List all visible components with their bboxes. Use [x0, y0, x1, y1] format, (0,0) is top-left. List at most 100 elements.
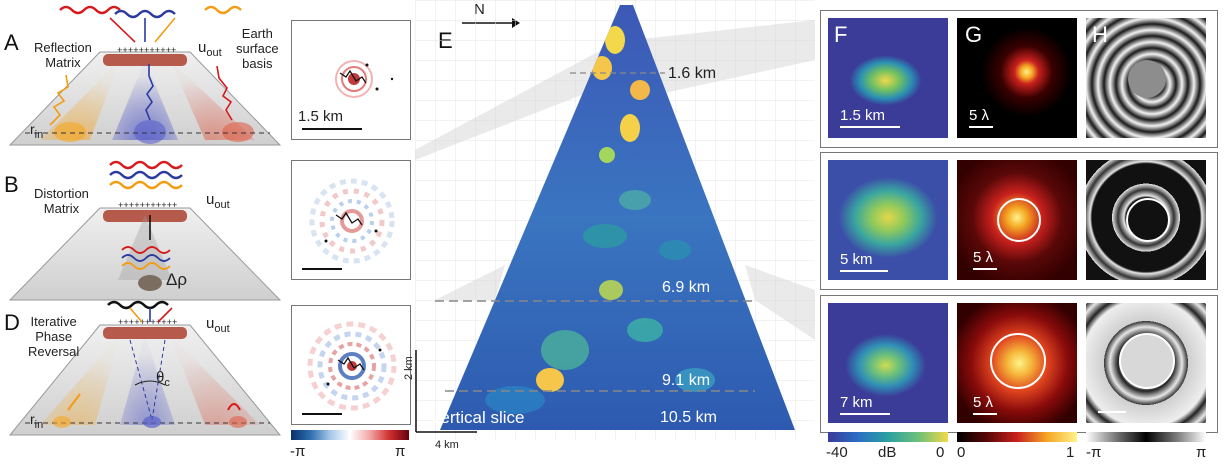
reflection-line1: Reflection: [34, 40, 92, 55]
g-tile-3: 5 λ: [957, 303, 1077, 423]
panel-b-diagram: +++++++++++: [8, 160, 282, 301]
db-cb-min: -40: [826, 444, 848, 461]
f-scalebar-1: [840, 126, 900, 128]
depth-6-9: 6.9 km: [662, 279, 711, 296]
reflection-line2: Matrix: [45, 55, 81, 70]
f-scalebar-2: [840, 270, 888, 272]
uout-b-main: u: [206, 191, 215, 208]
rin-d-sub: in: [34, 418, 44, 431]
svg-text:+++++++++++: +++++++++++: [118, 318, 177, 328]
intensity-colorbar: [957, 432, 1077, 442]
g-scalebar-2: [973, 268, 997, 270]
f-tile-2: 5 km: [828, 160, 948, 280]
rin-label-a: rin: [30, 122, 43, 143]
db-cb-max: 0: [936, 444, 945, 461]
phase-gray-colorbar: [1086, 432, 1206, 442]
g-scalebar-3: [973, 413, 997, 415]
h-scalebar-3: [1098, 411, 1126, 413]
f-tile-1: 1.5 km: [828, 18, 948, 138]
depth-9-1: 9.1 km: [662, 372, 711, 389]
panel-d-diagram: +++++++++++: [8, 300, 282, 436]
h-center-1: [1128, 60, 1166, 98]
panel-b-label: B: [4, 172, 19, 197]
vertical-slice-label: Vertical slice: [430, 408, 525, 427]
panel-d-label: D: [4, 310, 20, 335]
vscale-label: 2 km: [403, 356, 415, 380]
h-tile-2: [1086, 160, 1206, 280]
earth-line2: surface: [236, 41, 279, 56]
phase-gray-cb-max: π: [1196, 444, 1207, 461]
g-scale-1: 5 λ: [969, 107, 990, 124]
panel-h-label: H: [1092, 22, 1108, 47]
db-cb-unit: dB: [878, 444, 897, 461]
distortion-title: Distortion Matrix: [34, 186, 89, 216]
scale-c-text: 1.5 km: [298, 108, 344, 125]
depth-1-6: 1.6 km: [668, 65, 717, 82]
schematic-column: +++++++++++ +++++++++++ +++: [8, 5, 282, 436]
svg-text:+++++++++++: +++++++++++: [117, 46, 176, 56]
uout-label-a: uout: [198, 40, 222, 61]
hscale-label: 4 km: [435, 439, 459, 451]
g-circle-3: [990, 333, 1046, 389]
g-scale-2: 5 λ: [973, 249, 994, 266]
iterative-line3: Reversal: [28, 344, 80, 359]
rin-a-main: r: [30, 121, 35, 137]
iterative-line2: Phase: [35, 329, 73, 344]
intensity-cb-max: 1: [1066, 444, 1075, 461]
distortion-line1: Distortion: [34, 186, 89, 201]
distortion-line2: Matrix: [43, 201, 80, 216]
phase-gray-cb-min: -π: [1086, 444, 1102, 461]
panel-a-diagram: +++++++++++: [8, 5, 282, 146]
depth-10-5: 10.5 km: [660, 409, 717, 426]
h-circle-2: [1126, 198, 1170, 242]
f-scalebar-3: [840, 413, 890, 415]
scalebar-c-mid: [302, 268, 342, 270]
earth-line1: Earth: [241, 26, 273, 41]
g-tile-1: 5 λ: [957, 18, 1077, 138]
scalebar-c: [302, 128, 362, 130]
rin-d-main: r: [30, 411, 35, 427]
phase-cb-min: -π: [290, 443, 306, 460]
focal-map-mid: [309, 178, 395, 264]
panel-c-image-bot: [291, 305, 411, 425]
rin-label-d: rin: [30, 412, 43, 433]
phase-colorbar: [291, 430, 409, 440]
db-colorbar: [828, 432, 948, 442]
focal-map-bot: [307, 321, 397, 411]
rin-a-sub: in: [34, 128, 44, 141]
delta-rho-label: Δρ: [166, 270, 188, 289]
theta-sub: c: [164, 377, 170, 389]
g-tile-2: 5 λ: [957, 160, 1077, 280]
vertical-slice-image: [415, 0, 815, 440]
g-circle-2: [997, 198, 1041, 242]
uout-label-b: uout: [206, 192, 230, 213]
h-tile-1: [1086, 18, 1206, 138]
h-tile-3: [1086, 303, 1206, 423]
theta-label: θc: [156, 370, 170, 391]
panel-g-label: G: [965, 22, 983, 47]
f-scale-1: 1.5 km: [840, 107, 886, 124]
f-scale-3: 7 km: [840, 394, 873, 411]
uout-a-main: u: [198, 39, 207, 56]
phase-cb-max: π: [395, 443, 406, 460]
uout-b-sub: out: [214, 199, 230, 211]
h-circle-3: [1119, 333, 1175, 389]
uout-a-sub: out: [206, 47, 222, 59]
panel-c-image-mid: [291, 160, 411, 280]
f-tile-3: 7 km: [828, 303, 948, 423]
f-scale-2: 5 km: [840, 251, 873, 268]
panel-f-label: F: [834, 22, 848, 47]
g-scalebar-1: [969, 126, 993, 128]
scalebar-c-bot: [302, 413, 342, 415]
panel-c-image-top: 1.5 km: [291, 20, 411, 140]
uout-label-d: uout: [206, 316, 230, 337]
uout-d-main: u: [206, 315, 215, 332]
reflection-title: Reflection Matrix: [34, 40, 92, 70]
theta-main: θ: [156, 369, 165, 386]
svg-text:+++++++++++: +++++++++++: [118, 201, 177, 211]
iterative-line1: Iterative: [30, 314, 77, 329]
iterative-title: Iterative Phase Reversal: [28, 314, 79, 359]
earth-surface-basis: Earth surface basis: [236, 26, 279, 71]
uout-d-sub: out: [214, 323, 230, 335]
panel-a-label: A: [4, 30, 19, 55]
